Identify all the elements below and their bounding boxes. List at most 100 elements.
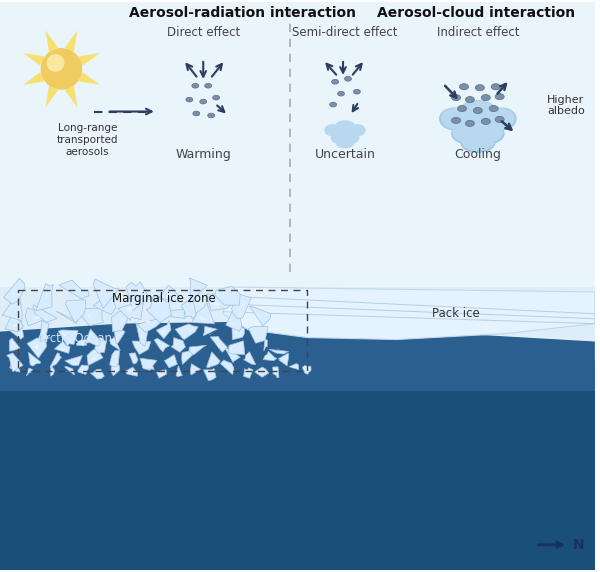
Polygon shape	[275, 348, 281, 350]
Polygon shape	[2, 292, 22, 320]
Polygon shape	[207, 352, 220, 368]
Polygon shape	[212, 300, 220, 305]
Polygon shape	[63, 315, 69, 318]
Polygon shape	[93, 294, 116, 315]
Polygon shape	[33, 305, 57, 322]
Polygon shape	[110, 351, 119, 368]
Polygon shape	[95, 337, 106, 353]
Polygon shape	[101, 302, 107, 306]
Ellipse shape	[353, 89, 361, 94]
Polygon shape	[154, 339, 170, 352]
Ellipse shape	[487, 108, 517, 130]
Polygon shape	[79, 308, 103, 325]
Polygon shape	[229, 341, 245, 355]
Polygon shape	[115, 341, 116, 342]
Polygon shape	[192, 303, 215, 324]
Polygon shape	[114, 367, 116, 368]
Polygon shape	[305, 368, 307, 371]
Polygon shape	[275, 370, 277, 372]
Bar	[0, 287, 595, 341]
Ellipse shape	[336, 138, 354, 148]
Ellipse shape	[472, 123, 505, 144]
Polygon shape	[23, 72, 44, 85]
Polygon shape	[96, 372, 99, 374]
Ellipse shape	[205, 84, 212, 88]
Polygon shape	[65, 86, 77, 108]
Polygon shape	[98, 347, 101, 348]
Ellipse shape	[459, 101, 497, 126]
Ellipse shape	[342, 132, 359, 144]
Text: Warming: Warming	[175, 148, 231, 161]
Ellipse shape	[475, 85, 484, 91]
Ellipse shape	[451, 123, 483, 144]
Polygon shape	[12, 359, 14, 360]
Polygon shape	[223, 291, 229, 295]
Ellipse shape	[208, 113, 215, 118]
Polygon shape	[114, 356, 116, 358]
Polygon shape	[255, 367, 269, 378]
Bar	[0, 2, 595, 287]
Polygon shape	[146, 367, 149, 369]
Polygon shape	[32, 356, 34, 360]
Text: Marginal ice zone: Marginal ice zone	[112, 292, 215, 305]
Polygon shape	[65, 355, 82, 366]
Polygon shape	[166, 309, 187, 319]
Polygon shape	[243, 368, 253, 378]
Polygon shape	[81, 344, 83, 347]
Polygon shape	[215, 286, 240, 305]
Polygon shape	[248, 358, 249, 359]
Polygon shape	[36, 284, 53, 311]
Ellipse shape	[487, 108, 515, 129]
Polygon shape	[210, 336, 227, 352]
Polygon shape	[289, 364, 299, 370]
Ellipse shape	[332, 80, 338, 84]
Ellipse shape	[458, 100, 498, 127]
Polygon shape	[264, 339, 268, 351]
Polygon shape	[189, 345, 206, 355]
Polygon shape	[114, 329, 125, 344]
Polygon shape	[0, 321, 595, 371]
Polygon shape	[173, 313, 179, 316]
Polygon shape	[176, 342, 178, 345]
Polygon shape	[172, 337, 185, 352]
Polygon shape	[140, 333, 143, 339]
Polygon shape	[292, 367, 295, 368]
Polygon shape	[244, 352, 256, 364]
Polygon shape	[68, 289, 77, 295]
Ellipse shape	[473, 108, 482, 114]
Polygon shape	[12, 328, 16, 330]
Polygon shape	[50, 366, 55, 376]
Polygon shape	[159, 285, 182, 302]
Polygon shape	[117, 333, 118, 338]
Polygon shape	[278, 353, 289, 366]
Polygon shape	[28, 352, 41, 366]
Polygon shape	[230, 323, 235, 325]
Ellipse shape	[192, 84, 199, 88]
Ellipse shape	[473, 122, 503, 142]
Polygon shape	[72, 307, 73, 308]
Ellipse shape	[452, 94, 461, 101]
Text: Semi-direct effect: Semi-direct effect	[292, 26, 398, 39]
Ellipse shape	[460, 84, 469, 90]
Polygon shape	[234, 350, 235, 351]
Polygon shape	[188, 329, 191, 330]
Polygon shape	[13, 367, 16, 369]
Polygon shape	[182, 349, 195, 364]
Polygon shape	[11, 293, 16, 295]
Polygon shape	[217, 344, 220, 348]
Polygon shape	[230, 352, 232, 358]
Polygon shape	[10, 363, 20, 372]
Polygon shape	[268, 356, 269, 358]
Polygon shape	[140, 358, 157, 370]
Polygon shape	[145, 320, 151, 323]
Polygon shape	[190, 278, 207, 303]
Polygon shape	[187, 306, 188, 310]
Polygon shape	[93, 279, 119, 308]
Polygon shape	[175, 324, 198, 339]
Ellipse shape	[186, 97, 193, 102]
Polygon shape	[176, 366, 182, 377]
Ellipse shape	[481, 118, 490, 125]
Polygon shape	[112, 311, 130, 332]
Polygon shape	[92, 357, 97, 360]
Polygon shape	[34, 344, 38, 351]
